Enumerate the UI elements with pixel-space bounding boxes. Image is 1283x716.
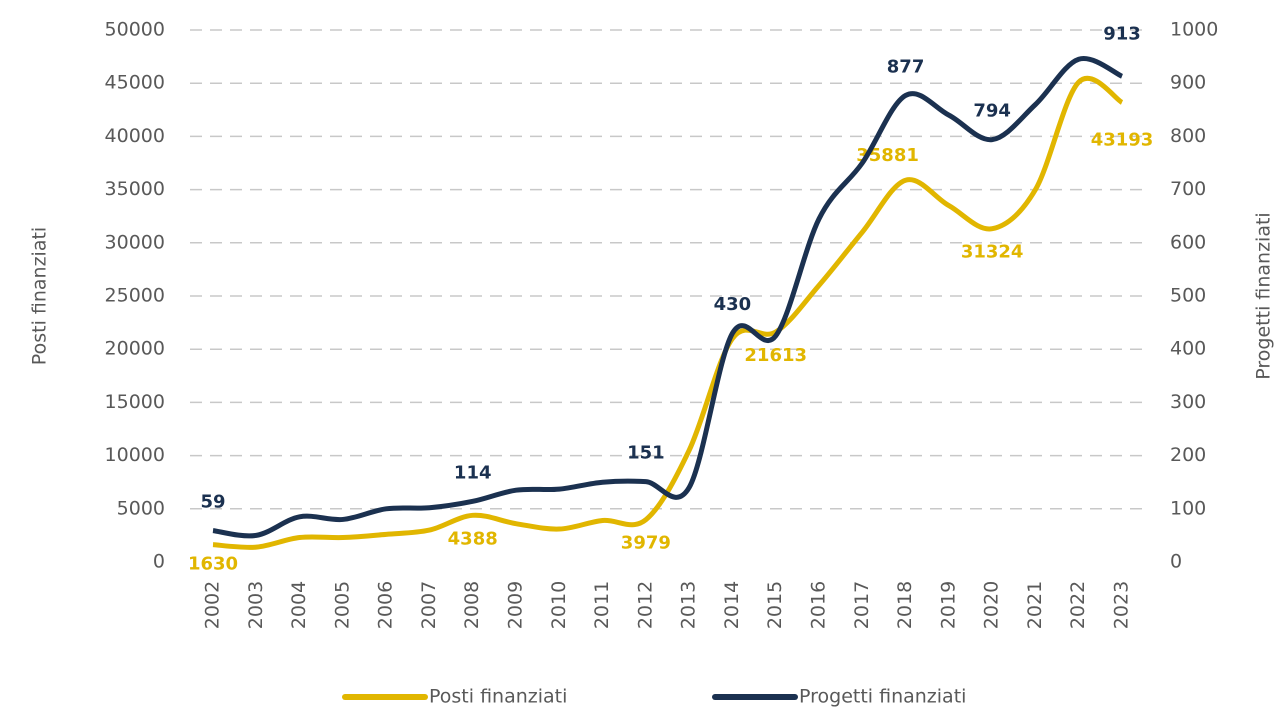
y-tick-label: 25000 — [105, 285, 165, 307]
y-tick-label: 50000 — [105, 19, 165, 41]
y-tick-label: 0 — [153, 551, 165, 573]
x-tick-label: 2022 — [1067, 581, 1089, 629]
x-tick-label: 2021 — [1024, 581, 1046, 629]
x-tick-label: 2017 — [851, 581, 873, 629]
y-tick-label: 20000 — [105, 338, 165, 360]
data-label: 913 — [1103, 23, 1141, 44]
y2-tick-label: 500 — [1170, 285, 1206, 307]
y2-tick-label: 200 — [1170, 444, 1206, 466]
x-tick-label: 2018 — [894, 581, 916, 629]
x-tick-label: 2004 — [288, 581, 310, 629]
y-tick-label: 15000 — [105, 391, 165, 413]
y2-tick-label: 0 — [1170, 551, 1182, 573]
y2-tick-label: 300 — [1170, 391, 1206, 413]
x-tick-label: 2002 — [202, 581, 224, 629]
line — [212, 75, 1124, 550]
x-tick-label: 2009 — [505, 581, 527, 629]
x-tick-label: 2014 — [721, 581, 743, 629]
data-label: 877 — [887, 56, 925, 77]
data-label: 31324 — [961, 242, 1024, 263]
x-tick-label: 2006 — [375, 581, 397, 629]
y2-tick-label: 900 — [1170, 72, 1206, 94]
data-label: 114 — [454, 462, 492, 483]
x-tick-label: 2005 — [331, 581, 353, 629]
line — [212, 56, 1124, 539]
x-tick-label: 2010 — [548, 581, 570, 629]
y-tick-label: 30000 — [105, 231, 165, 253]
x-tick-label: 2013 — [678, 581, 700, 629]
legend-label: Posti finanziati — [429, 686, 567, 708]
data-label: 59 — [200, 492, 225, 513]
x-tick-label: 2015 — [764, 581, 786, 629]
data-label: 430 — [714, 294, 752, 315]
y-tick-label: 45000 — [105, 72, 165, 94]
x-tick-label: 2003 — [245, 581, 267, 629]
x-tick-label: 2023 — [1111, 581, 1133, 629]
data-label: 151 — [627, 443, 665, 464]
data-label: 43193 — [1091, 129, 1154, 150]
y2-tick-label: 100 — [1170, 497, 1206, 519]
x-tick-label: 2007 — [418, 581, 440, 629]
y2-tick-label: 800 — [1170, 125, 1206, 147]
y-tick-label: 40000 — [105, 125, 165, 147]
data-label: 794 — [973, 101, 1011, 122]
y2-tick-label: 600 — [1170, 231, 1206, 253]
y-tick-label: 35000 — [105, 178, 165, 200]
x-tick-label: 2012 — [634, 581, 656, 629]
x-tick-label: 2011 — [591, 581, 613, 629]
x-tick-label: 2016 — [808, 581, 830, 629]
x-tick-label: 2008 — [461, 581, 483, 629]
x-tick-label: 2019 — [937, 581, 959, 629]
y2-tick-label: 1000 — [1170, 19, 1218, 41]
y-tick-label: 5000 — [117, 497, 165, 519]
data-label: 3979 — [621, 533, 671, 554]
y2-tick-label: 700 — [1170, 178, 1206, 200]
y2-tick-label: 400 — [1170, 338, 1206, 360]
data-label: 4388 — [448, 528, 498, 549]
y-axis-title: Posti finanziati — [29, 227, 51, 365]
x-tick-label: 2020 — [981, 581, 1003, 629]
data-label: 21613 — [744, 345, 807, 366]
legend-label: Progetti finanziati — [799, 686, 966, 708]
y2-axis-title: Progetti finanziati — [1253, 212, 1275, 379]
data-label: 1630 — [188, 554, 238, 575]
y-tick-label: 10000 — [105, 444, 165, 466]
